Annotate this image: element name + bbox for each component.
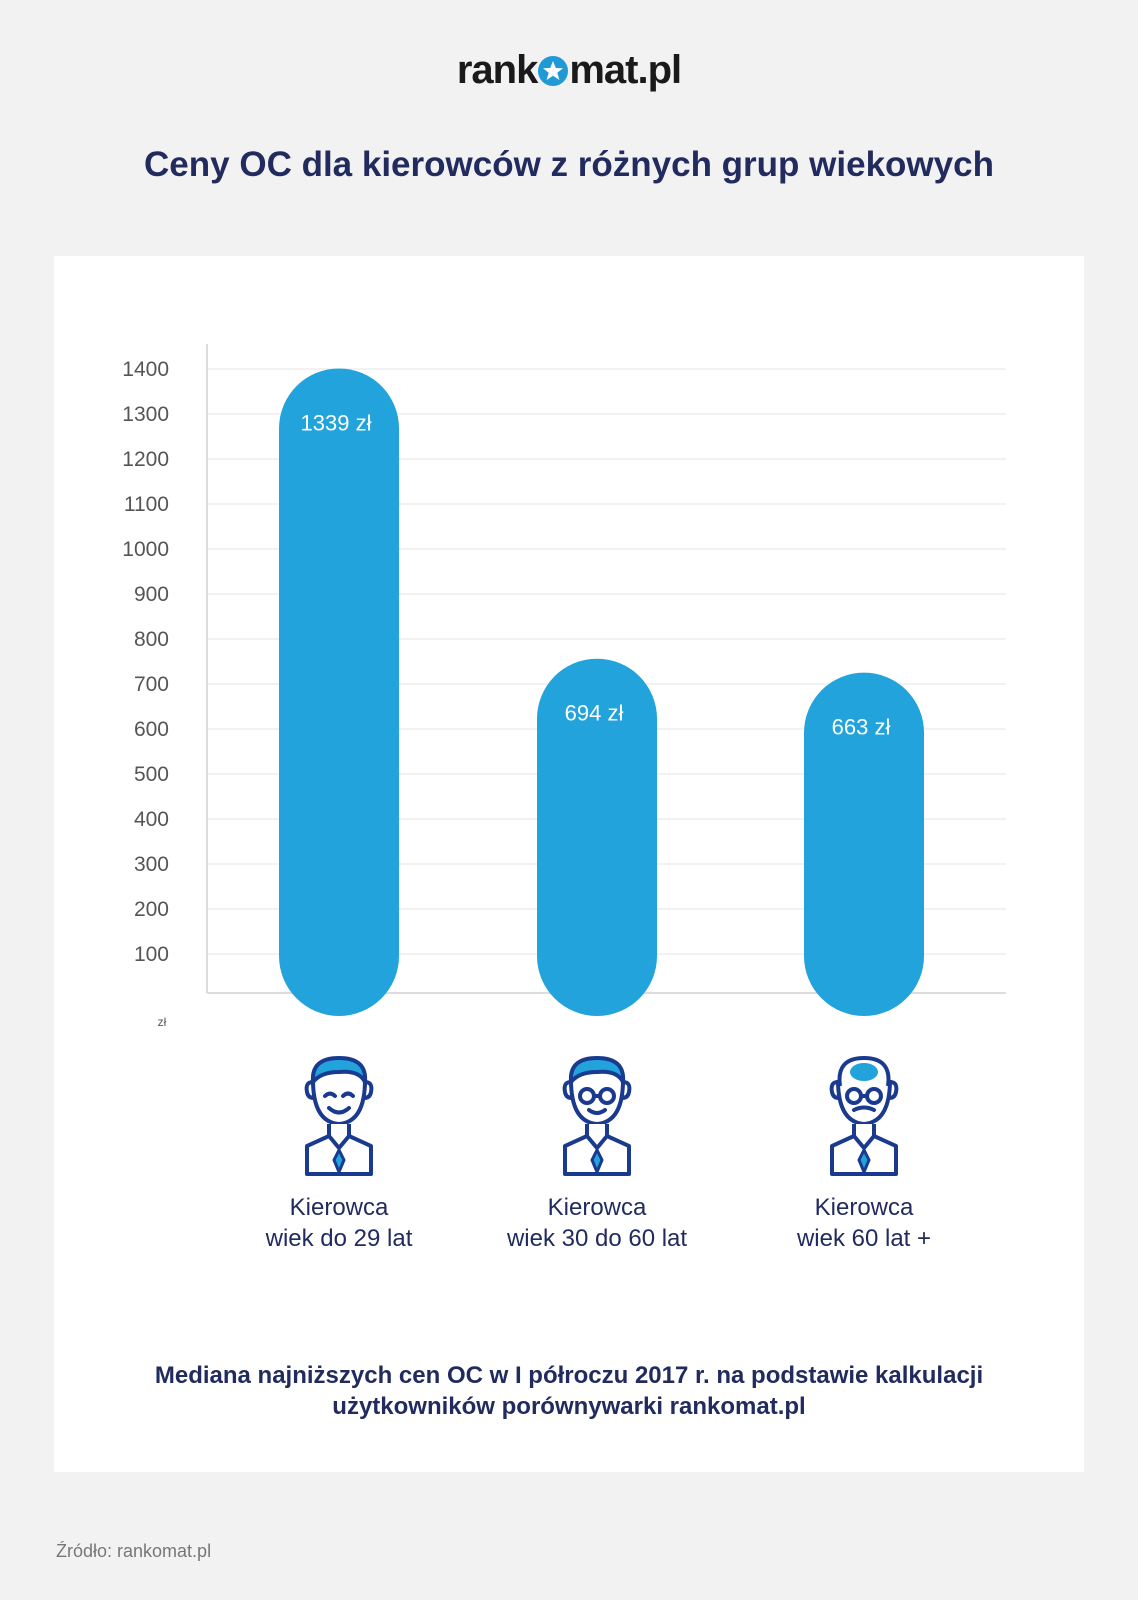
logo-text-start: rank [456, 48, 538, 92]
chart-card: 100 200 300 400 500 600 700 800 900 1000 1100 1200 1… [54, 256, 1084, 1472]
logo-text-end: mat.pl [569, 48, 682, 92]
y-tick-label: 1400 [122, 358, 169, 381]
y-tick-label: 300 [134, 853, 169, 876]
logo-star-icon [538, 56, 569, 86]
bar [537, 658, 657, 1016]
chart-note-line-1: Mediana najniższych cen OC w I półroczu … [154, 1362, 984, 1389]
y-tick-label: 100 [134, 943, 169, 966]
chart-note: Mediana najniższych cen OC w I półroczu … [54, 1360, 1084, 1422]
bar-chart: 100 200 300 400 500 600 700 800 900 1000 1100 1200 1… [122, 344, 1006, 1029]
bar-value-label: 663 zł [832, 715, 891, 740]
y-tick-label: 900 [134, 583, 169, 606]
category-label-line: Kierowca [547, 1194, 647, 1221]
y-tick-label: 500 [134, 763, 169, 786]
y-tick-label: 200 [134, 898, 169, 921]
chart-note-line-2: użytkowników porównywarki rankomat.pl [332, 1393, 806, 1420]
category-label: Kierowca wiek 60 lat + [739, 1192, 989, 1254]
source-credit: Źródło: rankomat.pl [56, 1541, 212, 1561]
y-tick-label: 800 [134, 628, 169, 651]
category-label-line: wiek do 29 lat [265, 1225, 413, 1252]
y-tick-label: 1000 [122, 538, 169, 561]
page-title: Ceny OC dla kierowców z różnych grup wie… [144, 145, 994, 184]
y-unit-label: zł [158, 1015, 167, 1029]
y-tick-label: 700 [134, 673, 169, 696]
bar-value-label: 694 zł [565, 701, 624, 726]
y-tick-label: 400 [134, 808, 169, 831]
category-label-line: wiek 30 do 60 lat [506, 1225, 688, 1252]
category-label-line: wiek 60 lat + [796, 1225, 932, 1252]
bar [804, 672, 924, 1016]
category-label-line: Kierowca [814, 1194, 914, 1221]
category-label-line: Kierowca [289, 1194, 389, 1221]
young-man-icon [299, 1052, 379, 1181]
bar [279, 368, 399, 1016]
man-with-glasses-icon [557, 1052, 637, 1181]
y-tick-label: 1300 [122, 403, 169, 426]
elderly-man-icon [824, 1052, 904, 1181]
category-label: Kierowca wiek do 29 lat [214, 1192, 464, 1254]
y-tick-label: 1200 [122, 448, 169, 471]
y-tick-label: 600 [134, 718, 169, 741]
category-label: Kierowca wiek 30 do 60 lat [472, 1192, 722, 1254]
y-tick-label: 1100 [124, 493, 169, 516]
bar-value-label: 1339 zł [301, 410, 372, 435]
logo: rank mat.pl [0, 48, 1138, 93]
